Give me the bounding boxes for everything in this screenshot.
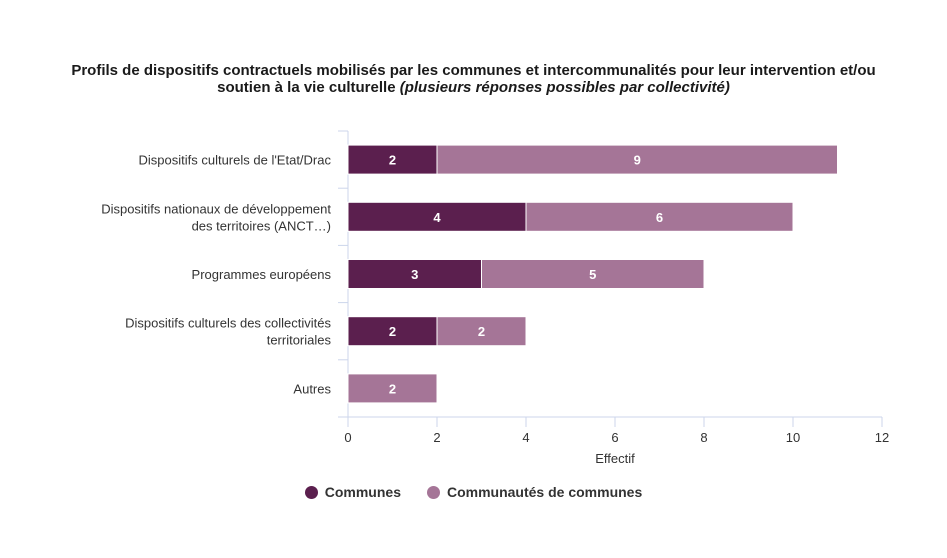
legend: Communes Communautés de communes <box>0 484 947 500</box>
category-labels: Dispositifs culturels de l'Etat/Drac Disp… <box>101 153 331 397</box>
data-labels: 2 9 4 6 3 5 2 2 2 <box>389 153 663 397</box>
bar-segment[interactable] <box>347 144 438 175</box>
category-label-line: territoriales <box>267 333 332 348</box>
category-label-line: Programmes européens <box>192 267 332 282</box>
x-axis-title: Effectif <box>595 451 635 466</box>
bar-data-label: 4 <box>433 210 441 225</box>
category-label: Programmes européens <box>192 267 332 282</box>
bar-data-label: 5 <box>589 267 596 282</box>
category-label: Dispositifs culturels de l'Etat/Drac <box>139 153 332 168</box>
x-tick-label: 4 <box>522 430 529 445</box>
category-label-line: Dispositifs nationaux de développement <box>101 201 331 216</box>
chart-title: Profils de dispositifs contractuels mobi… <box>60 62 887 96</box>
bars <box>347 144 838 404</box>
y-axis <box>338 130 349 418</box>
bar-segment[interactable] <box>347 201 527 232</box>
category-label-line: Autres <box>293 381 331 396</box>
category-label: Dispositifs culturels des collectivités t… <box>125 316 331 348</box>
legend-marker-icon <box>426 485 440 499</box>
x-tick-label: 10 <box>786 430 800 445</box>
bar-segment[interactable] <box>525 201 794 232</box>
bar-segment[interactable] <box>436 316 527 347</box>
x-tick-label: 2 <box>433 430 440 445</box>
bar-segment[interactable] <box>436 144 838 175</box>
category-label: Dispositifs nationaux de développement de… <box>101 201 331 233</box>
bar-data-label: 3 <box>411 267 418 282</box>
chart-title-note: (plusieurs réponses possibles par collec… <box>399 79 730 96</box>
bar-data-label: 2 <box>389 153 396 168</box>
legend-item[interactable]: Communautés de communes <box>426 484 643 500</box>
bar-data-label: 2 <box>389 381 396 396</box>
legend-label: Communautés de communes <box>446 484 643 500</box>
category-label: Autres <box>293 381 331 396</box>
bar-data-label: 9 <box>634 153 641 168</box>
chart-title-main: Profils de dispositifs contractuels mobi… <box>71 62 876 96</box>
bar-data-label: 6 <box>656 210 663 225</box>
x-axis: 0 2 4 6 8 10 12 <box>344 416 889 445</box>
bar-segment[interactable] <box>481 259 705 289</box>
x-tick-label: 12 <box>875 430 889 445</box>
legend-label: Communes <box>324 484 401 500</box>
x-tick-label: 6 <box>611 430 618 445</box>
category-label-line: Dispositifs culturels de l'Etat/Drac <box>139 153 332 168</box>
bar-data-label: 2 <box>478 324 485 339</box>
bar-segment[interactable] <box>347 373 438 404</box>
legend-item[interactable]: Communes <box>304 484 401 500</box>
bar-data-label: 2 <box>389 324 396 339</box>
x-tick-label: 0 <box>344 430 351 445</box>
category-label-line: Dispositifs culturels des collectivités <box>125 316 331 331</box>
x-tick-label: 8 <box>700 430 707 445</box>
category-label-line: des territoires (ANCT…) <box>192 218 331 233</box>
legend-marker-icon <box>304 485 318 499</box>
